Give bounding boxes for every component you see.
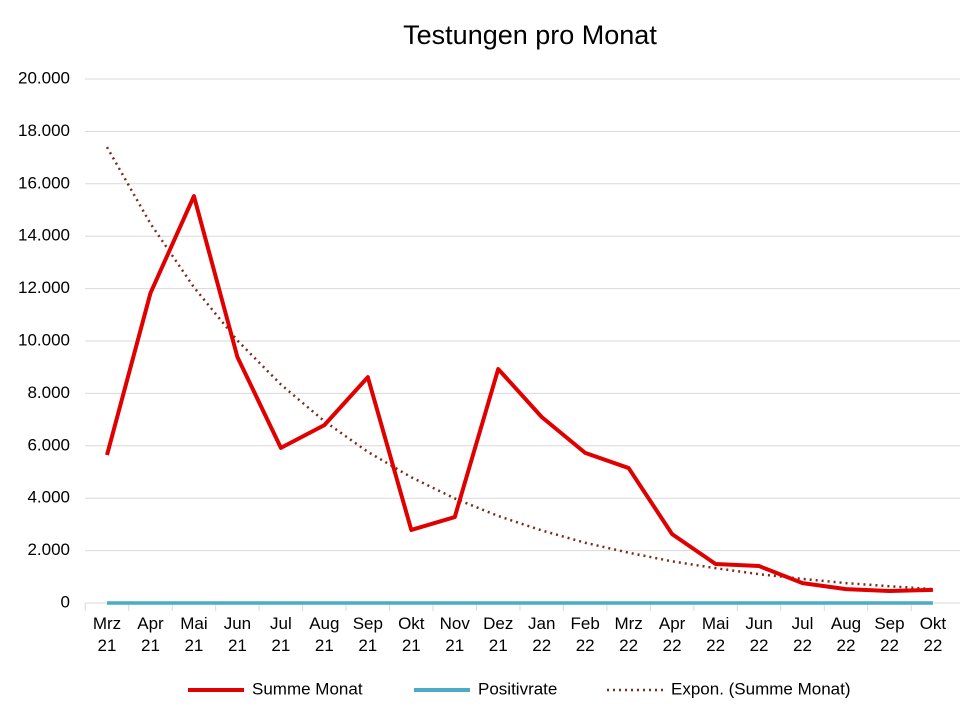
y-tick-label: 14.000	[18, 226, 70, 245]
x-tick-label: Aug 21	[309, 614, 339, 655]
y-tick-label: 18.000	[18, 121, 70, 140]
y-tick-label: 2.000	[27, 540, 70, 559]
y-tick-label: 12.000	[18, 278, 70, 297]
y-tick-label: 20.000	[18, 68, 70, 87]
y-tick-label: 16.000	[18, 173, 70, 192]
y-tick-label: 0	[61, 592, 70, 611]
x-tick-label: Apr 22	[659, 614, 686, 655]
x-tick-label: Dez 21	[483, 614, 513, 655]
x-tick-label: Mai 22	[702, 614, 729, 655]
x-tick-label: Okt 22	[920, 614, 947, 655]
y-tick-label: 10.000	[18, 330, 70, 349]
y-tick-label: 6.000	[27, 435, 70, 454]
legend-label: Positivrate	[478, 679, 557, 698]
x-tick-label: Aug 22	[831, 614, 861, 655]
x-tick-label: Nov 21	[440, 614, 471, 655]
x-tick-label: Mrz 22	[614, 614, 642, 655]
series-line	[105, 194, 933, 593]
x-tick-label: Apr 21	[137, 614, 164, 655]
x-tick-label: Mai 21	[180, 614, 207, 655]
x-tick-label: Jan 22	[528, 614, 555, 655]
x-tick-label: Mrz 21	[93, 614, 121, 655]
x-tick-label: Okt 21	[398, 614, 425, 655]
x-tick-label: Sep 21	[353, 614, 383, 655]
y-tick-label: 8.000	[27, 383, 70, 402]
x-tick-label: Jul 22	[792, 614, 814, 655]
chart-title: Testungen pro Monat	[403, 20, 657, 50]
x-tick-label: Feb 22	[571, 614, 600, 655]
x-tick-label: Jun 21	[224, 614, 251, 655]
legend-label: Summe Monat	[252, 679, 363, 698]
series-line	[105, 146, 934, 591]
x-tick-label: Sep 22	[874, 614, 904, 655]
x-tick-label: Jun 22	[745, 614, 772, 655]
x-tick-label: Jul 21	[270, 614, 292, 655]
legend-label: Expon. (Summe Monat)	[671, 679, 851, 698]
y-tick-label: 4.000	[27, 488, 70, 507]
